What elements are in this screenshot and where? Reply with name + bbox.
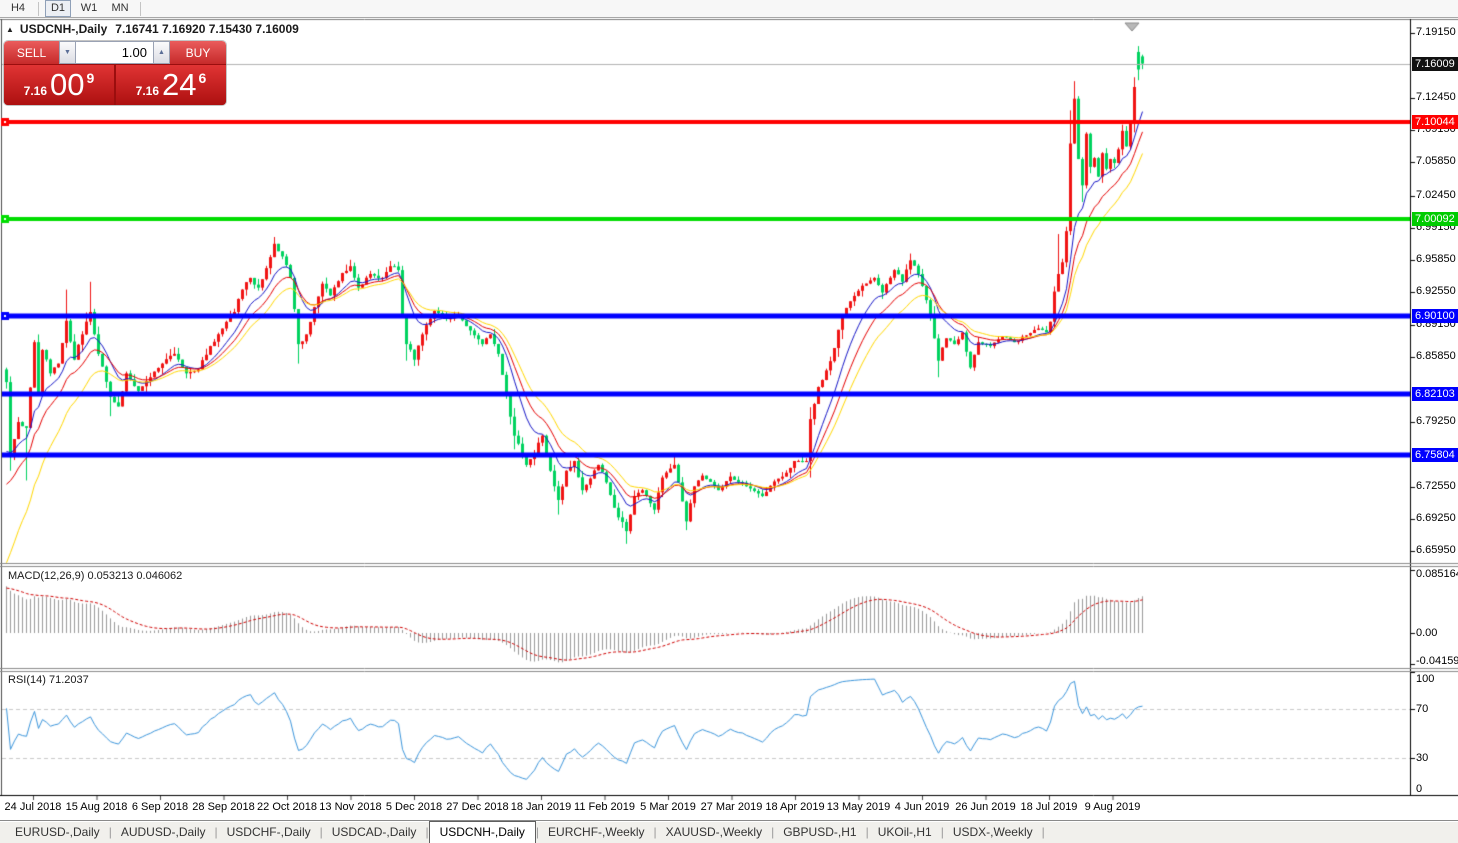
date-axis-label: 13 May 2019 [826,801,891,813]
date-axis-label: 11 Feb 2019 [574,801,635,813]
date-axis-label: 13 Nov 2018 [319,801,382,813]
price-scale-tick: 7.02450 [1416,188,1456,201]
tab-eurchf-weekly[interactable]: EURCHF-,Weekly [548,825,645,839]
date-axis-label: 15 Aug 2018 [65,801,128,813]
macd-scale-label: 0.085164 [1416,568,1458,580]
date-axis-label: 9 Aug 2019 [1084,801,1141,813]
tab-separator: | [425,825,429,839]
price-scale-tick: 6.72550 [1416,479,1456,492]
rsi-scale-label: 0 [1416,783,1423,795]
price-badge-7.00092: 7.00092 [1412,211,1458,226]
price-scale-tick: 6.69250 [1416,511,1456,524]
tab-separator: | [771,825,775,839]
price-badge-6.90100: 6.90100 [1412,308,1458,323]
timeframe-button-d1[interactable]: D1 [45,0,71,17]
tab-separator: | [108,825,112,839]
tab-separator: | [319,825,323,839]
buy-price-big: 24 [162,67,197,102]
tab-xauusd-weekly[interactable]: XAUUSD-,Weekly [665,825,763,839]
date-axis-label: 22 Oct 2018 [257,801,317,813]
sell-price-prefix: 7.16 [23,84,48,98]
tab-gbpusd-h1[interactable]: GBPUSD-,H1 [783,825,857,839]
tab-usdcad-daily[interactable]: USDCAD-,Daily [331,825,417,839]
volume-input[interactable] [76,41,153,64]
price-badge-6.75804: 6.75804 [1412,448,1458,463]
toolbar-separator [140,1,141,16]
date-axis-label: 5 Dec 2018 [385,801,443,813]
price-badge-6.82103: 6.82103 [1412,386,1458,401]
tab-ukoil-h1[interactable]: UKOil-,H1 [877,825,932,839]
buy-price-button[interactable]: 7.16 24 6 [116,65,226,105]
price-badge-7.10044: 7.10044 [1412,114,1458,129]
chart-title: USDCNH-,Daily [19,22,108,36]
volume-decrease-button[interactable]: ▼ [59,41,76,64]
date-axis-label: 4 Jun 2019 [894,801,950,813]
price-scale-tick: 6.92550 [1416,285,1456,298]
rsi-indicator-label: RSI(14) 71.2037 [8,674,89,686]
timeframe-button-mn[interactable]: MN [111,2,129,14]
rsi-scale-label: 30 [1416,752,1429,765]
chart-header: ▲ USDCNH-,Daily 7.16741 7.16920 7.15430 … [6,22,299,36]
price-scale-tick: 7.12450 [1416,91,1456,104]
tab-separator: | [940,825,944,839]
buy-button[interactable]: BUY [170,41,226,64]
timeframe-button-h4[interactable]: H4 [10,2,26,14]
one-click-collapse-icon[interactable]: ▲ [6,24,14,34]
timeframe-toolbar: H4 D1 W1 MN [0,0,1458,18]
tab-separator: | [214,825,218,839]
price-badge-7.16009: 7.16009 [1412,56,1458,71]
tab-separator: | [865,825,869,839]
price-scale-tick: 6.85850 [1416,350,1456,363]
sell-button[interactable]: SELL [4,41,59,64]
date-axis-label: 28 Sep 2018 [192,801,255,813]
tab-separator: | [653,825,657,839]
price-scale-tick: 6.95850 [1416,252,1456,265]
macd-indicator-label: MACD(12,26,9) 0.053213 0.046062 [8,570,183,582]
macd-scale-label: 0.00 [1416,627,1438,639]
date-axis-label: 26 Jun 2019 [955,801,1016,813]
tab-usdx-weekly[interactable]: USDX-,Weekly [952,825,1033,839]
tab-usdchf-daily[interactable]: USDCHF-,Daily [226,825,311,839]
date-axis-label: 5 Mar 2019 [640,801,696,813]
chart-tab-bar: EURUSD-,Daily | AUDUSD-,Daily | USDCHF-,Dail… [0,820,1458,843]
one-click-trading-panel: SELL ▼ ▲ BUY 7.16 00 9 7.16 24 6 [4,41,226,105]
date-axis-label: 18 Apr 2019 [765,801,825,813]
price-scale-tick: 6.79250 [1416,414,1456,427]
rsi-scale-label: 100 [1416,673,1435,685]
date-axis-label: 24 Jul 2018 [4,801,62,813]
price-scale-tick: 7.19150 [1416,25,1456,38]
tab-separator: | [1041,825,1045,839]
tab-usdcnh-daily[interactable]: USDCNH-,Daily [428,821,536,843]
buy-price-prefix: 7.16 [135,84,160,98]
sell-price-button[interactable]: 7.16 00 9 [4,65,114,105]
date-axis-label: 27 Mar 2019 [700,801,763,813]
sell-price-big: 00 [50,67,85,102]
volume-increase-button[interactable]: ▲ [153,41,170,64]
macd-scale-label: -0.04159 [1416,655,1458,667]
date-axis-label: 6 Sep 2018 [131,801,189,813]
tab-audusd-daily[interactable]: AUDUSD-,Daily [120,825,206,839]
sell-price-sup: 9 [86,70,95,86]
ohlc-readout: 7.16741 7.16920 7.15430 7.16009 [115,22,299,36]
price-scale-tick: 7.05850 [1416,155,1456,168]
toolbar-separator [38,1,39,16]
rsi-scale-label: 70 [1416,702,1429,715]
tab-separator: | [535,825,540,839]
date-axis-label: 18 Jan 2019 [510,801,572,813]
price-scale-tick: 6.65950 [1416,544,1456,557]
tab-eurusd-daily[interactable]: EURUSD-,Daily [15,825,100,839]
date-axis-label: 27 Dec 2018 [446,801,509,813]
date-axis-label: 18 Jul 2019 [1020,801,1078,813]
buy-price-sup: 6 [198,70,207,86]
timeframe-button-w1[interactable]: W1 [80,2,98,14]
